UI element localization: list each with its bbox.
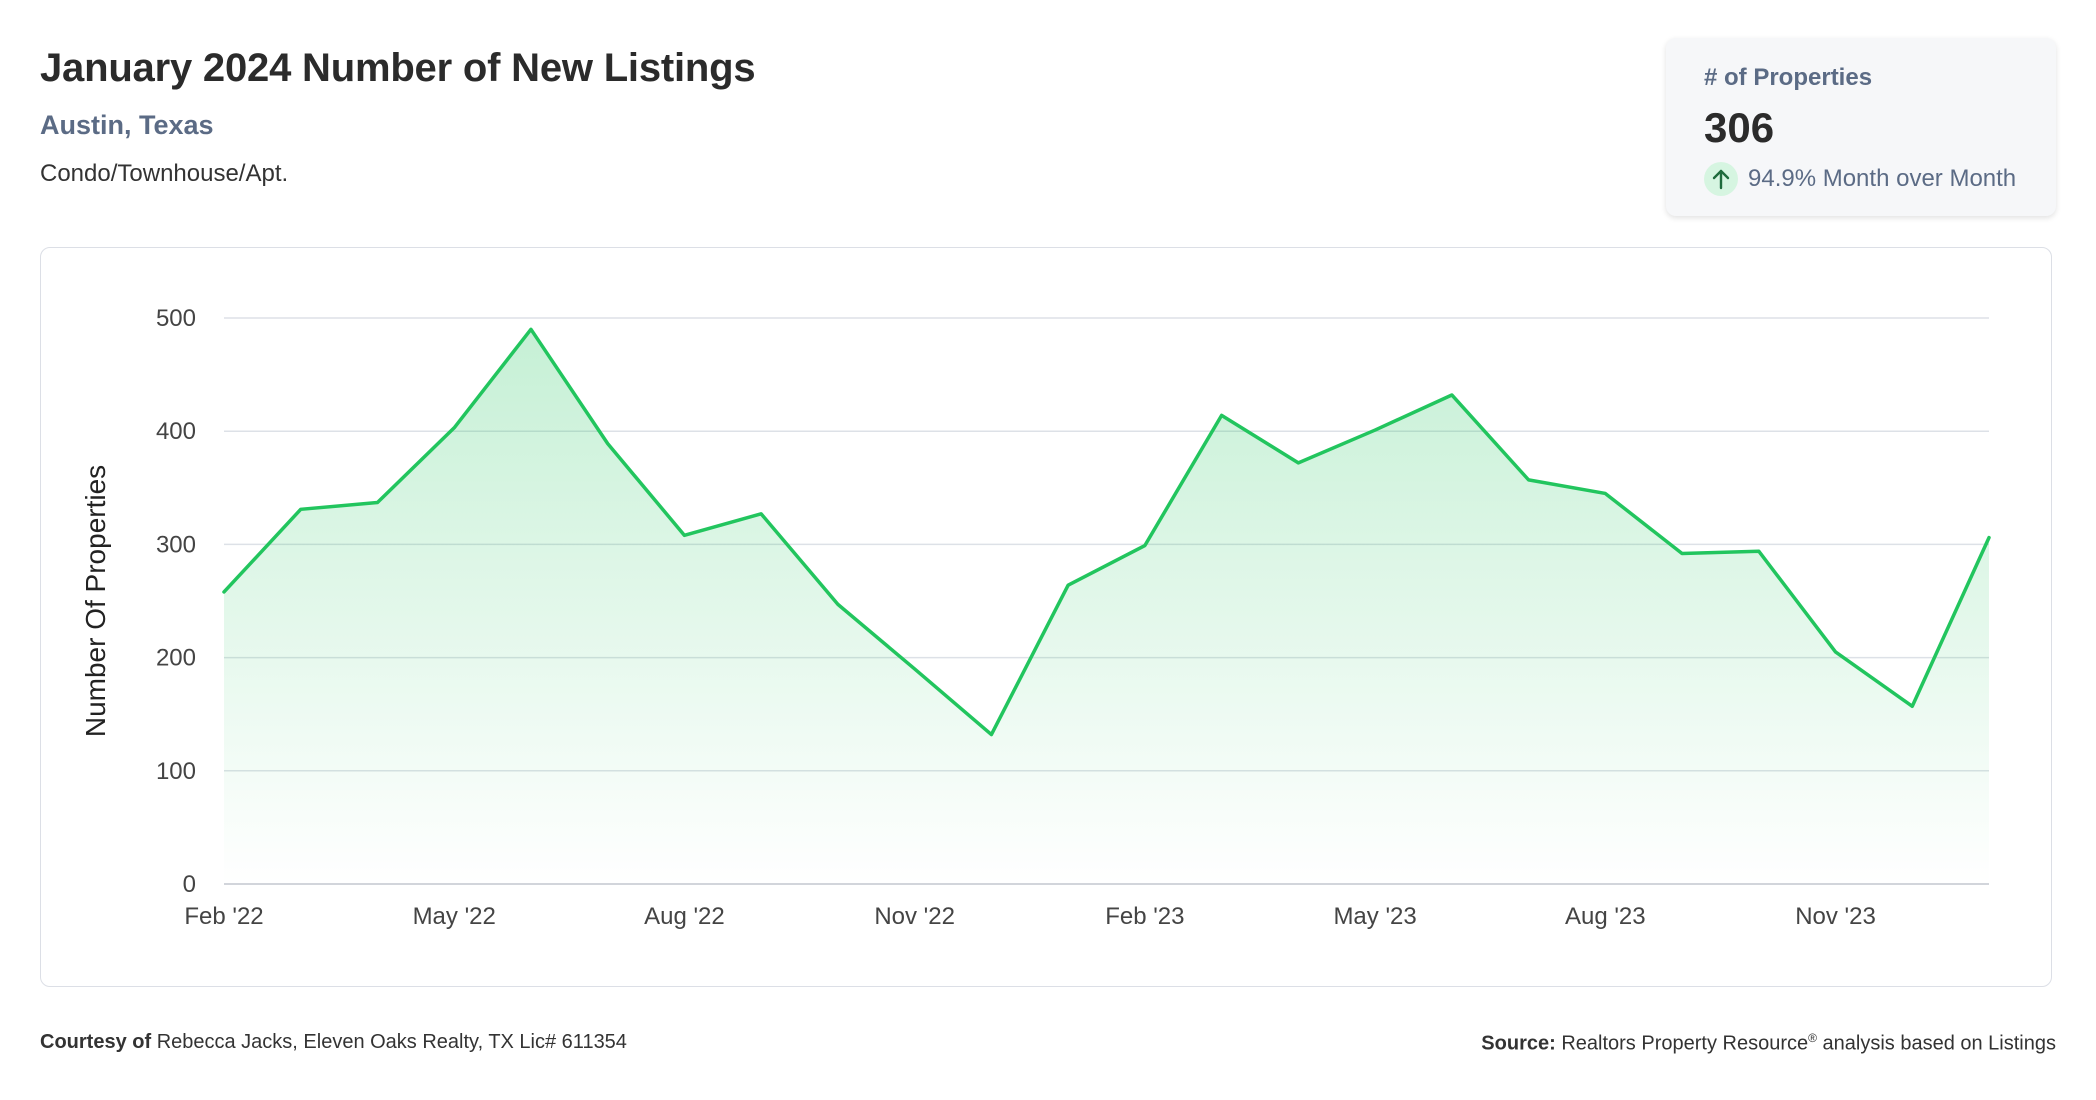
- source-text: Realtors Property Resource: [1561, 1032, 1809, 1055]
- y-axis-label: Number Of Properties: [80, 465, 111, 737]
- data-point: [606, 442, 610, 446]
- source-footer: Source: Realtors Property Resource® anal…: [1481, 1031, 2056, 1056]
- data-point: [375, 501, 379, 505]
- data-point: [1910, 704, 1914, 708]
- x-tick-label: May '22: [413, 903, 496, 930]
- stat-label: # of Properties: [1704, 64, 1873, 91]
- data-point: [222, 590, 226, 594]
- data-point: [913, 667, 917, 671]
- line-chart: 0 100 200 300 400 500 Number Of Properties Feb …: [80, 305, 1991, 930]
- source-suffix: analysis based on Listings: [1816, 1032, 2057, 1055]
- data-point: [1603, 491, 1607, 495]
- page-title: January 2024 Number of New Listings: [40, 46, 756, 90]
- registered-mark: ®: [1808, 1031, 1817, 1045]
- x-tick-label: Nov '23: [1795, 903, 1876, 930]
- stat-card: # of Properties 306 94.9% Month over Mon…: [1666, 38, 2056, 216]
- location-subtitle: Austin, Texas: [40, 110, 214, 140]
- x-tick-label: May '23: [1333, 903, 1416, 930]
- courtesy-text: Rebecca Jacks, Eleven Oaks Realty, TX Li…: [156, 1031, 627, 1053]
- data-point: [1066, 583, 1070, 587]
- series-line: [222, 327, 1991, 737]
- data-point: [1220, 413, 1224, 417]
- data-point: [1527, 478, 1531, 482]
- property-type: Condo/Townhouse/Apt.: [40, 160, 289, 187]
- y-tick-label: 0: [183, 871, 196, 898]
- data-point: [836, 602, 840, 606]
- y-tick-label: 100: [156, 758, 196, 785]
- data-point: [299, 507, 303, 511]
- x-tick-label: Nov '22: [874, 903, 955, 930]
- courtesy-footer: Courtesy of Rebecca Jacks, Eleven Oaks R…: [40, 1031, 627, 1054]
- series-area: [224, 329, 1989, 884]
- courtesy-label: Courtesy of: [40, 1031, 152, 1053]
- source-label: Source:: [1481, 1032, 1556, 1055]
- x-tick-label: Aug '23: [1565, 903, 1646, 930]
- data-point: [1757, 549, 1761, 553]
- stat-change-text: 94.9% Month over Month: [1748, 165, 2017, 192]
- data-point: [759, 512, 763, 516]
- data-point: [989, 733, 993, 737]
- data-point: [1450, 393, 1454, 397]
- x-tick-label: Feb '23: [1105, 903, 1184, 930]
- data-point: [452, 426, 456, 430]
- stat-value: 306: [1704, 104, 1775, 151]
- y-tick-label: 400: [156, 418, 196, 445]
- data-point: [1680, 551, 1684, 555]
- data-point: [1296, 461, 1300, 465]
- stat-change: 94.9% Month over Month: [1704, 162, 2016, 196]
- x-tick-label: Aug '22: [644, 903, 725, 930]
- data-point: [1143, 544, 1147, 548]
- chart-container: 0 100 200 300 400 500 Number Of Properties Feb …: [40, 247, 2052, 987]
- data-point: [1834, 650, 1838, 654]
- data-point: [682, 533, 686, 537]
- data-point: [1373, 428, 1377, 432]
- data-point: [1987, 536, 1991, 540]
- y-tick-label: 500: [156, 305, 196, 332]
- y-tick-label: 200: [156, 645, 196, 672]
- data-point: [529, 327, 533, 331]
- x-tick-label: Feb '22: [184, 903, 263, 930]
- arrow-up-icon: [1704, 162, 1738, 196]
- y-tick-label: 300: [156, 531, 196, 558]
